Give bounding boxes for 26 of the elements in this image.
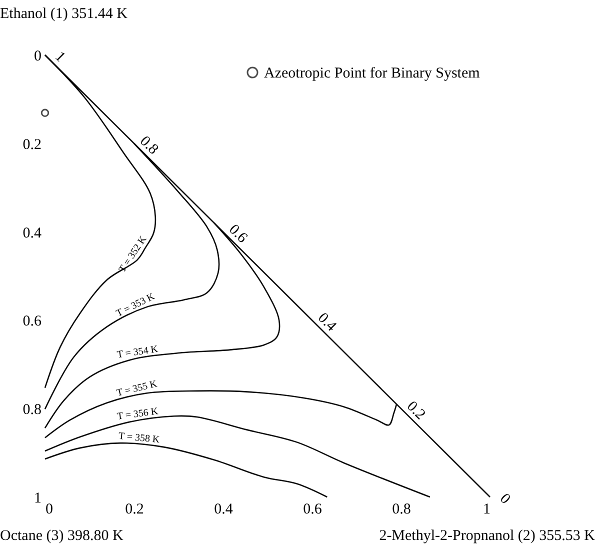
y-axis-title: Ethanol (1) 351.44 K [0, 6, 128, 22]
x-tick-label: 1 [483, 502, 490, 518]
y-tick-label: 0.4 [22, 225, 42, 242]
y-tick-label: 0.2 [22, 136, 42, 153]
text: T = 355 K [116, 378, 160, 400]
y-tick-label: 0.6 [22, 314, 42, 330]
annotation: 0.2 [404, 398, 428, 424]
x-axis-title: 2-Methyl-2-Propnanol (2) 355.53 K [379, 528, 596, 544]
text: T = 358 K [118, 430, 161, 446]
text: T = 354 K [116, 344, 160, 361]
x-tick-label: 0.6 [303, 502, 322, 518]
y-tick-label: 0 [34, 48, 42, 64]
legend-label: Azeotropic Point for Binary System [264, 66, 480, 82]
text: T = 353 K [114, 290, 158, 320]
x-tick-label: 0.8 [392, 502, 411, 518]
y-tick-label: 0.8 [22, 402, 42, 418]
x-tick-label: 0.4 [214, 502, 234, 518]
y-tick-label: 1 [34, 490, 42, 506]
x-tick-label: 0.2 [125, 502, 144, 518]
text: Octane (3) 398.80 K [0, 528, 124, 544]
x-tick-label: 0 [46, 502, 53, 518]
annotation: 0.6 [226, 222, 250, 247]
annotation: 0.8 [136, 133, 162, 158]
text: T = 356 K [116, 406, 160, 422]
annotation: 0.4 [314, 310, 340, 335]
annotation: 1 [52, 48, 68, 66]
